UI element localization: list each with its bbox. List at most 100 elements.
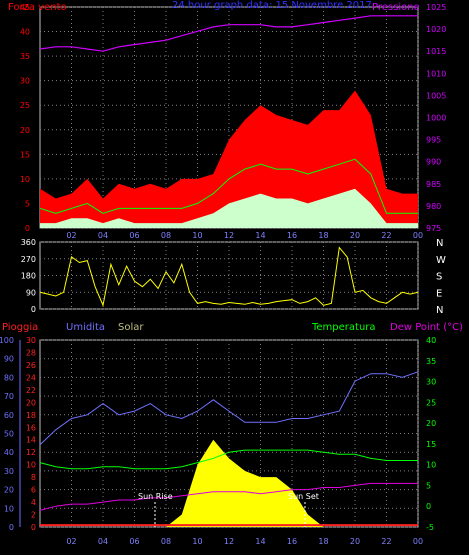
top-left-tick-label: 20 [20,126,30,135]
bottom-x-tick-label: 10 [192,537,202,546]
top-x-tick-label: 06 [129,231,139,240]
temperature-axis: -5 0 5 10 15 20 25 30 35 40 [426,336,436,532]
rain-tick-label: 30 [26,336,36,345]
top-right-tick-label: 995 [426,136,441,145]
top-x-tick-label: 16 [287,231,297,240]
dir-compass-label: W [436,255,446,266]
rain-tick-label: 28 [26,348,36,357]
dir-grid [40,241,419,310]
dir-left-tick-label: 180 [21,272,36,281]
bottom-x-tick-label: 18 [318,537,328,546]
dir-compass-label: N [436,238,443,249]
bottom-series [39,371,419,527]
top-left-tick-label: 10 [20,175,30,184]
dir-compass-label: N [436,305,443,316]
temperature-tick-label: 20 [426,419,436,428]
humidity-axis: 0 10 20 30 40 50 60 70 80 90 100 [0,336,21,532]
gust-area [40,90,418,228]
rain-tick-label: 10 [26,461,36,470]
title-wind: Forza vento [8,2,67,13]
top-x-tick-label: 12 [224,231,234,240]
top-x-tick-label: 04 [98,231,108,240]
top-x-axis: 02 04 06 08 10 12 14 16 18 20 22 00 [66,231,423,240]
rain-tick-label: 26 [26,361,36,370]
humidity-tick-label: 0 [9,523,14,532]
temperature-tick-label: -5 [426,523,434,532]
bottom-x-tick-label: 02 [66,537,76,546]
humidity-line [39,371,419,446]
top-right-tick-label: 975 [426,224,441,233]
temperature-tick-label: 15 [426,440,436,449]
top-right-tick-label: 985 [426,180,441,189]
temperature-tick-label: 0 [426,502,431,511]
humidity-tick-label: 80 [4,373,14,382]
pressure-line [39,15,418,52]
top-left-tick-label: 35 [20,52,30,61]
rain-tick-label: 24 [26,373,36,382]
title-humidity: Umidita [66,322,105,333]
humidity-tick-label: 70 [4,392,14,401]
rain-tick-label: 2 [31,511,36,520]
humidity-tick-label: 10 [4,504,14,513]
top-left-tick-label: 15 [20,150,30,159]
bottom-x-tick-label: 06 [129,537,139,546]
direction-line [39,246,419,308]
top-left-tick-label: 0 [25,224,30,233]
dir-series [39,246,419,308]
bottom-x-tick-label: 04 [98,537,108,546]
bottom-x-tick-label: 22 [381,537,391,546]
temperature-tick-label: 40 [426,336,436,345]
bottom-x-tick-label: 14 [255,537,265,546]
bottom-x-tick-label: 20 [350,537,360,546]
humidity-tick-label: 60 [4,411,14,420]
humidity-tick-label: 50 [4,430,14,439]
sunrise-label: Sun Rise [138,492,173,501]
rain-tick-label: 22 [26,386,36,395]
top-right-tick-label: 1020 [426,25,446,34]
rain-tick-label: 16 [26,423,36,432]
bottom-x-tick-label: 08 [161,537,171,546]
title-dewpoint: Dew Point (°C) [390,322,463,333]
dir-left-tick-label: 360 [21,238,36,247]
top-right-tick-label: 980 [426,202,441,211]
solar-area [40,439,418,527]
title-temperature: Temperatura [311,322,376,333]
top-x-tick-label: 02 [66,231,76,240]
temperature-tick-label: 10 [426,461,436,470]
avg-wind-line [39,158,418,214]
bottom-x-axis: 02 04 06 08 10 12 14 16 18 20 22 00 [66,537,423,546]
dewpoint-line [39,482,418,511]
top-left-tick-label: 30 [20,77,30,86]
bottom-x-tick-label: 16 [287,537,297,546]
temperature-line [39,449,418,470]
top-x-tick-label: 14 [255,231,265,240]
top-right-axis: 975 980 985 990 995 1000 1005 1010 1015 1020 1025 [426,3,446,233]
humidity-tick-label: 20 [4,486,14,495]
top-x-tick-label: 20 [350,231,360,240]
temperature-tick-label: 5 [426,481,431,490]
rain-tick-label: 0 [31,523,36,532]
top-series [39,15,418,228]
min-wind-area [40,188,418,228]
temperature-tick-label: 25 [426,398,436,407]
top-right-tick-label: 1000 [426,114,446,123]
dir-compass-label: S [436,272,442,283]
humidity-tick-label: 90 [4,355,14,364]
top-right-tick-label: 990 [426,158,441,167]
top-left-tick-label: 5 [25,199,30,208]
dir-left-tick-label: 270 [21,255,36,264]
top-right-tick-label: 1025 [426,3,446,12]
rain-tick-label: 14 [26,436,36,445]
top-x-tick-label: 08 [161,231,171,240]
top-left-axis: 0 5 10 15 20 25 30 35 40 45 [20,3,30,233]
top-right-tick-label: 1010 [426,69,446,78]
bottom-x-tick-label: 12 [224,537,234,546]
temperature-tick-label: 30 [426,378,436,387]
rain-tick-label: 6 [31,486,36,495]
dir-left-tick-label: 0 [31,305,36,314]
top-left-tick-label: 40 [20,28,30,37]
title-solar: Solar [118,322,144,333]
top-x-tick-label: 22 [381,231,391,240]
